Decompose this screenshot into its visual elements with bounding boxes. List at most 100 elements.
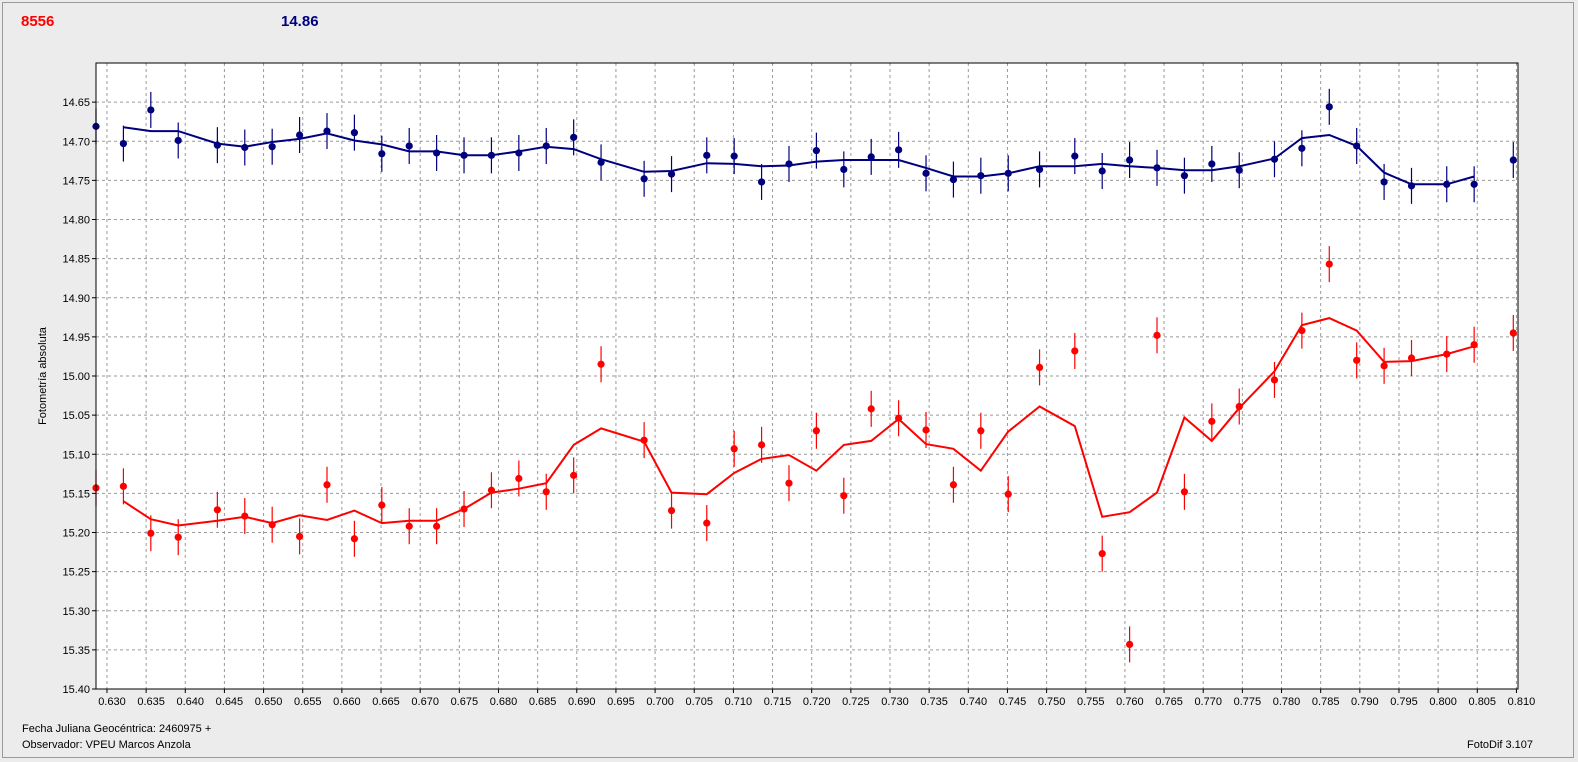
x-tick-label: 0.725: [842, 696, 870, 708]
data-point: [1035, 165, 1044, 174]
x-tick-label: 0.760: [1116, 696, 1144, 708]
data-point: [542, 488, 550, 496]
data-point: [213, 141, 221, 149]
x-tick-label: 0.795: [1390, 696, 1418, 708]
data-point: [757, 441, 766, 449]
data-point: [295, 131, 304, 139]
x-tick-label: 0.630: [98, 696, 126, 708]
data-point: [487, 486, 496, 494]
data-point: [730, 445, 738, 453]
data-point: [949, 481, 958, 489]
data-point: [1380, 178, 1388, 186]
data-point: [597, 360, 605, 368]
y-axis: 14.65 14.70 14.75 14.80 14.85 14.90 14.95 15.00…: [62, 97, 96, 696]
data-point: [405, 522, 413, 530]
data-point: [147, 106, 155, 114]
data-point: [1443, 350, 1451, 358]
data-point: [1004, 490, 1012, 498]
data-point: [1443, 180, 1451, 188]
data-point: [147, 529, 155, 537]
data-point: [1035, 363, 1044, 371]
data-point: [174, 136, 182, 145]
julian-date-label: Fecha Juliana Geocéntrica: 2460975 +: [22, 723, 212, 735]
data-point: [1270, 155, 1279, 163]
x-tick-label: 0.735: [920, 696, 948, 708]
y-tick-label: 15.30: [62, 606, 90, 618]
data-point: [323, 481, 331, 489]
x-tick-label: 0.750: [1038, 696, 1066, 708]
x-tick-label: 0.680: [490, 696, 518, 708]
data-point: [213, 506, 221, 514]
y-tick-label: 14.90: [62, 293, 90, 305]
x-tick-label: 0.800: [1429, 696, 1457, 708]
y-tick-label: 15.25: [62, 567, 90, 579]
data-point: [1208, 160, 1216, 168]
x-tick-label: 0.810: [1508, 696, 1536, 708]
data-point: [949, 175, 958, 184]
data-point: [268, 143, 276, 151]
data-point: [295, 532, 304, 541]
x-tick-label: 0.695: [607, 696, 635, 708]
x-tick-label: 0.740: [960, 696, 988, 708]
y-tick-label: 15.15: [62, 488, 90, 500]
data-point: [640, 175, 648, 183]
y-tick-label: 14.80: [62, 215, 90, 227]
data-point: [867, 153, 875, 161]
data-point: [1407, 354, 1416, 362]
data-point: [895, 414, 903, 422]
data-point: [1180, 172, 1189, 180]
observer-label: Observador: VPEU Marcos Anzola: [22, 739, 191, 751]
data-point: [378, 501, 386, 509]
y-tick-label: 14.75: [62, 175, 90, 187]
data-point: [570, 133, 578, 141]
data-point: [1071, 347, 1079, 355]
data-point: [667, 506, 676, 515]
data-point: [1509, 329, 1517, 337]
data-point: [922, 426, 930, 434]
data-point: [515, 149, 523, 157]
data-point: [1153, 164, 1161, 172]
data-point: [487, 151, 496, 159]
data-point: [1270, 376, 1279, 384]
data-point: [350, 535, 359, 543]
data-point: [460, 505, 468, 513]
data-point: [1235, 402, 1243, 411]
y-tick-label: 14.65: [62, 97, 90, 109]
data-point: [1098, 550, 1106, 558]
y-tick-label: 15.20: [62, 528, 90, 540]
x-axis: 0.630 0.635 0.640 0.645 0.650 0.655 0.660 0.665…: [98, 689, 1535, 708]
data-point: [460, 151, 468, 159]
data-point: [1470, 341, 1478, 349]
x-tick-label: 0.785: [1312, 696, 1340, 708]
x-tick-label: 0.645: [216, 696, 244, 708]
data-point: [867, 405, 875, 413]
data-point: [174, 533, 182, 541]
data-point: [1235, 166, 1243, 174]
x-tick-label: 0.805: [1469, 696, 1497, 708]
data-point: [1153, 331, 1161, 339]
data-point: [542, 142, 550, 150]
data-point: [405, 142, 413, 150]
data-point: [1004, 169, 1012, 177]
data-point: [1071, 152, 1079, 160]
x-tick-label: 0.705: [685, 696, 713, 708]
x-tick-label: 0.690: [568, 696, 596, 708]
data-point: [895, 146, 903, 154]
data-point: [667, 170, 676, 178]
y-tick-label: 15.35: [62, 645, 90, 657]
data-point: [977, 427, 985, 435]
data-point: [433, 522, 441, 530]
x-tick-label: 0.665: [372, 696, 400, 708]
data-point: [350, 129, 359, 137]
x-tick-label: 0.745: [999, 696, 1027, 708]
data-point: [1353, 356, 1361, 364]
series-2: [92, 246, 1517, 663]
data-point: [922, 169, 930, 177]
x-tick-label: 0.655: [294, 696, 322, 708]
grid: [96, 63, 1518, 690]
y-tick-label: 15.00: [62, 371, 90, 383]
x-tick-label: 0.765: [1155, 696, 1183, 708]
data-point: [323, 127, 331, 135]
data-point: [1126, 156, 1134, 164]
